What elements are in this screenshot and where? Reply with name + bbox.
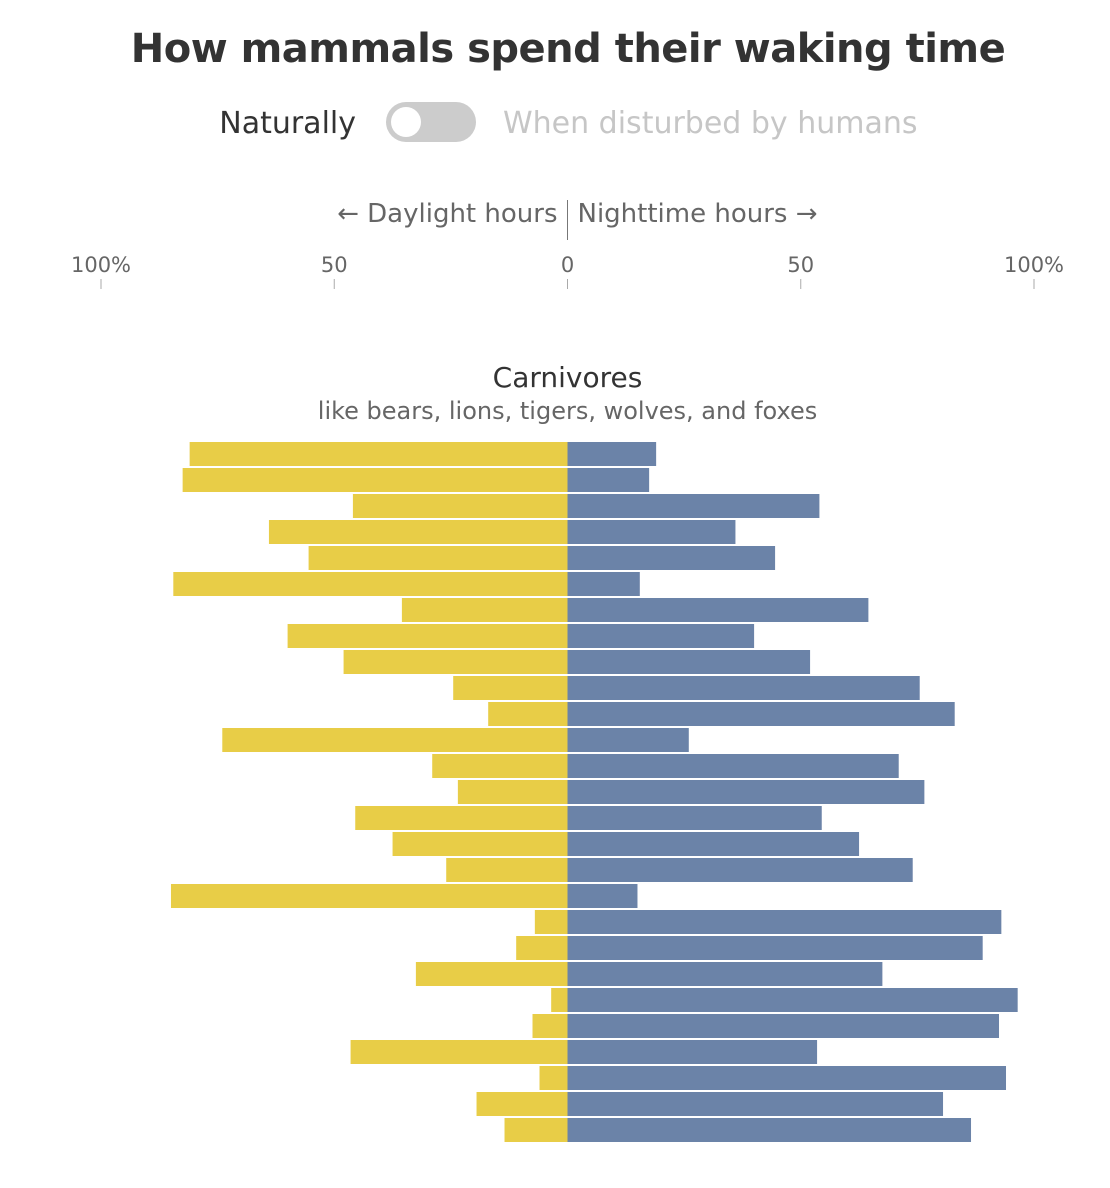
toggle-knob[interactable]	[391, 107, 421, 137]
daylight-bar	[268, 520, 568, 544]
nighttime-bar	[567, 858, 913, 882]
daylight-bar	[532, 1014, 568, 1038]
nighttime-axis-label: Nighttime hours →	[578, 199, 818, 229]
daylight-bar	[453, 676, 568, 700]
nighttime-bar	[567, 832, 860, 856]
daylight-bar	[287, 624, 568, 648]
nighttime-bar	[567, 884, 638, 908]
daylight-bar	[516, 936, 568, 960]
nighttime-bar	[567, 598, 869, 622]
daylight-bar	[534, 910, 568, 934]
daylight-bar	[476, 1092, 568, 1116]
nighttime-bar	[567, 494, 820, 518]
nighttime-bar	[567, 572, 640, 596]
nighttime-bar	[567, 936, 983, 960]
nighttime-bar	[567, 650, 811, 674]
toggle-label-disturbed[interactable]: When disturbed by humans	[503, 106, 918, 141]
nighttime-bar	[567, 442, 657, 466]
nighttime-bar	[567, 806, 822, 830]
x-tick-label: 0	[561, 253, 574, 277]
daylight-bar	[352, 494, 568, 518]
daylight-bar	[488, 702, 568, 726]
daylight-bar	[392, 832, 568, 856]
nighttime-bar	[567, 520, 736, 544]
nighttime-bar	[567, 1066, 1007, 1090]
nighttime-bar	[567, 1118, 972, 1142]
daylight-bar	[222, 728, 568, 752]
nighttime-bar	[567, 1014, 1000, 1038]
x-tick-label: 50	[787, 253, 814, 277]
daylight-bar	[308, 546, 568, 570]
daylight-bar	[504, 1118, 568, 1142]
daylight-bar	[355, 806, 568, 830]
daylight-bar	[432, 754, 568, 778]
nighttime-bar	[567, 676, 920, 700]
daylight-bar	[343, 650, 568, 674]
chart-title: How mammals spend their waking time	[130, 26, 1006, 72]
daylight-bar	[189, 442, 568, 466]
daylight-bar	[551, 988, 568, 1012]
toggle-label-naturally[interactable]: Naturally	[219, 106, 356, 141]
panel-title: Carnivores	[493, 361, 643, 394]
daylight-axis-label: ← Daylight hours	[337, 199, 557, 229]
daylight-bar	[173, 572, 568, 596]
nighttime-bar	[567, 910, 1002, 934]
daylight-bar	[415, 962, 568, 986]
toggle-switch[interactable]	[386, 102, 476, 142]
daylight-bar	[170, 884, 568, 908]
nighttime-bar	[567, 1040, 818, 1064]
nighttime-bar	[567, 988, 1018, 1012]
nighttime-bar	[567, 1092, 944, 1116]
nighttime-bar	[567, 962, 883, 986]
nighttime-bar	[567, 754, 899, 778]
nighttime-bar	[567, 702, 955, 726]
daylight-bar	[182, 468, 568, 492]
view-toggle-row: Naturally When disturbed by humans	[0, 98, 1110, 148]
nighttime-bar	[567, 624, 755, 648]
nighttime-bar	[567, 728, 689, 752]
x-tick-label: 50	[321, 253, 348, 277]
x-tick-label: 100%	[71, 253, 131, 277]
daylight-bar	[457, 780, 568, 804]
daylight-bar	[350, 1040, 568, 1064]
x-tick-label: 100%	[1004, 253, 1064, 277]
nighttime-bar	[567, 546, 776, 570]
daylight-bar	[446, 858, 568, 882]
daylight-bar	[539, 1066, 568, 1090]
panel-subtitle: like bears, lions, tigers, wolves, and f…	[318, 397, 817, 425]
daylight-bar	[401, 598, 568, 622]
nighttime-bar	[567, 780, 925, 804]
nighttime-bar	[567, 468, 650, 492]
